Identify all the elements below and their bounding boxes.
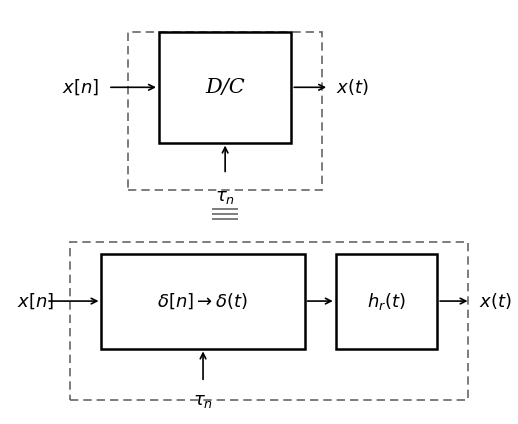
Text: $\tau_n$: $\tau_n$ [215,188,235,206]
Bar [128,32,322,190]
Text: $x[n]$: $x[n]$ [18,291,54,311]
Text: $x(t)$: $x(t)$ [336,77,368,97]
Text: $\tau_n$: $\tau_n$ [193,392,213,410]
Text: $\delta[n] \rightarrow \delta(t)$: $\delta[n] \rightarrow \delta(t)$ [157,291,249,311]
Bar [102,254,305,349]
Text: $x(t)$: $x(t)$ [479,291,512,311]
Bar [159,32,292,143]
Text: $h_r(t)$: $h_r(t)$ [367,290,406,312]
Text: D/C: D/C [205,78,245,97]
Text: $x[n]$: $x[n]$ [62,78,98,97]
Bar [70,242,468,400]
Bar [336,254,437,349]
